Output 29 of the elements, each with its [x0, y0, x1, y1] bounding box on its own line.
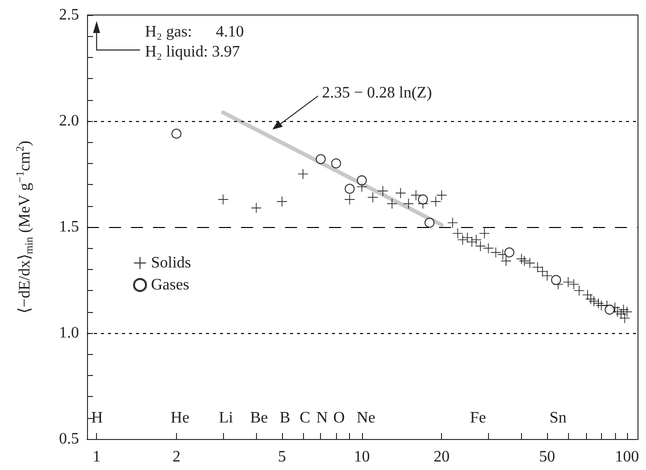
- annotation: H₂ liquid: 3.97: [145, 44, 240, 60]
- text: 2.35 − 0.28 ln(Z): [322, 84, 432, 102]
- annotation: C: [300, 410, 310, 426]
- y-tick-label: 0.5: [59, 430, 79, 448]
- annotation: O: [333, 410, 345, 426]
- x-tick-label: 5: [278, 448, 286, 466]
- x-tick-label: 1: [92, 448, 101, 466]
- annotation: B: [280, 410, 290, 426]
- x-tick-label: 2: [172, 448, 180, 466]
- legend-label: Gases: [151, 276, 190, 294]
- x-tick-label: 50: [539, 448, 556, 466]
- annotation: Li: [218, 410, 234, 426]
- annotation: Be: [250, 410, 268, 426]
- annotation: Ne: [356, 410, 376, 426]
- annotation: N: [316, 410, 328, 426]
- legend-label: Solids: [151, 254, 192, 272]
- annotation: Sn: [550, 410, 566, 426]
- x-tick-label: 10: [354, 448, 370, 466]
- annotation: H₂ gas: 4.10: [145, 24, 244, 40]
- x-tick-label: 20: [434, 448, 450, 466]
- y-tick-label: 1.0: [59, 324, 79, 342]
- annotation: He: [170, 410, 190, 426]
- y-tick-label: 1.5: [59, 218, 79, 236]
- y-axis-title: ⟨−dE/dx⟩min (MeV g−1cm2): [14, 140, 36, 314]
- x-tick-label: 100: [615, 448, 640, 466]
- y-tick-label: 2.5: [59, 6, 79, 24]
- y-tick-label: 2.0: [59, 112, 79, 130]
- annotation: Fe: [470, 410, 486, 426]
- annotation: H: [91, 410, 104, 426]
